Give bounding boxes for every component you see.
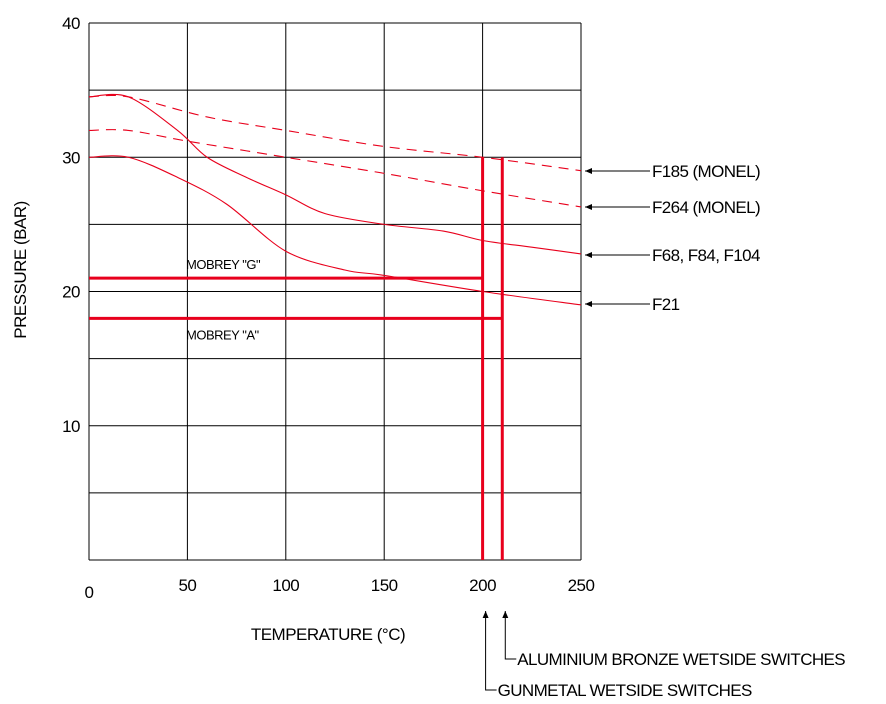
x-axis-ticks: 0 50 100 150 200 250 <box>85 576 595 602</box>
y-tick-label: 20 <box>62 283 80 302</box>
x-tick-label: 200 <box>469 576 496 595</box>
callout-arrow <box>502 611 517 660</box>
y-tick-label: 30 <box>62 148 80 167</box>
x-tick-label: 150 <box>371 576 398 595</box>
y-tick-label: 40 <box>62 14 80 33</box>
series-label: F264 (MONEL) <box>652 198 760 217</box>
callout-arrow <box>482 611 497 691</box>
series-line <box>88 93 582 255</box>
limit-lines: MOBREY "G" MOBREY "A" <box>89 157 504 560</box>
series-lines <box>88 93 582 306</box>
x-tick-label: 100 <box>272 576 299 595</box>
y-tick-label: 10 <box>62 417 80 436</box>
limit-label: MOBREY "A" <box>186 327 260 342</box>
x-tick-label: 0 <box>85 583 94 602</box>
y-axis-ticks: 10 20 30 40 <box>62 14 80 436</box>
x-tick-label: 50 <box>178 576 196 595</box>
limit-callout-label: GUNMETAL WETSIDE SWITCHES <box>498 681 752 700</box>
callouts: F185 (MONEL) F264 (MONEL) F68, F84, F104 F2… <box>482 162 846 700</box>
limit-callout-label: ALUMINIUM BRONZE WETSIDE SWITCHES <box>517 650 845 669</box>
series-label: F68, F84, F104 <box>652 246 760 265</box>
x-axis-title: TEMPERATURE (°C) <box>251 625 405 644</box>
series-line <box>88 155 582 306</box>
series-line <box>88 129 582 208</box>
grid <box>88 22 582 561</box>
series-line <box>88 94 582 172</box>
x-tick-label: 250 <box>568 576 595 595</box>
series-label: F21 <box>652 295 680 314</box>
y-axis-title: PRESSURE (BAR) <box>11 201 30 339</box>
limit-label: MOBREY "G" <box>186 257 261 272</box>
series-label: F185 (MONEL) <box>652 162 760 181</box>
